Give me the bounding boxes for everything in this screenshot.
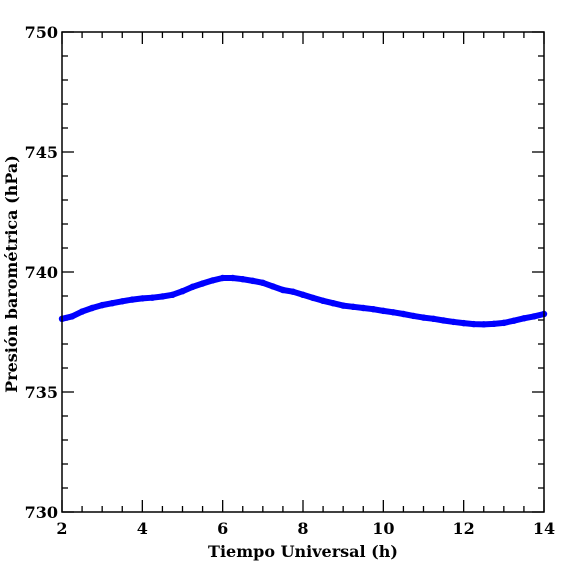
data-point bbox=[229, 274, 236, 282]
data-point bbox=[480, 321, 487, 328]
series-layer bbox=[58, 274, 548, 328]
y-axis-label: Presión barométrica (hPa) bbox=[2, 155, 21, 393]
x-tick-label: 2 bbox=[56, 519, 67, 538]
data-point bbox=[440, 317, 447, 324]
data-point bbox=[109, 300, 116, 307]
data-point bbox=[189, 283, 196, 291]
data-point bbox=[239, 276, 246, 283]
y-tick-label: 745 bbox=[25, 143, 58, 162]
x-tick-label: 10 bbox=[372, 519, 394, 538]
y-tick-label: 750 bbox=[25, 23, 58, 42]
data-point bbox=[460, 319, 467, 327]
data-point bbox=[329, 300, 337, 307]
data-point bbox=[169, 291, 176, 298]
data-point bbox=[98, 301, 106, 309]
x-tick-label: 14 bbox=[533, 519, 555, 538]
data-point bbox=[269, 283, 277, 290]
data-point bbox=[249, 277, 256, 285]
x-tick-label: 12 bbox=[453, 519, 475, 538]
data-point bbox=[390, 309, 397, 316]
data-point bbox=[400, 310, 407, 318]
data-point bbox=[159, 293, 166, 300]
data-point bbox=[500, 319, 508, 327]
data-point bbox=[289, 288, 297, 295]
data-point bbox=[319, 297, 327, 304]
data-point bbox=[149, 294, 156, 301]
data-point bbox=[88, 304, 96, 312]
data-point bbox=[209, 277, 216, 284]
data-point bbox=[450, 318, 457, 326]
data-point bbox=[309, 294, 317, 302]
data-point bbox=[78, 308, 86, 315]
data-point bbox=[430, 315, 437, 322]
x-axis-label: Tiempo Universal (h) bbox=[208, 542, 398, 561]
data-point bbox=[510, 317, 518, 324]
data-point bbox=[68, 313, 76, 320]
data-point bbox=[139, 295, 146, 302]
data-point bbox=[520, 315, 528, 322]
data-point bbox=[179, 288, 186, 295]
x-tick-label: 8 bbox=[297, 519, 308, 538]
data-point bbox=[219, 274, 226, 282]
y-tick-label: 740 bbox=[25, 263, 58, 282]
data-point bbox=[350, 303, 357, 310]
y-tick-label: 730 bbox=[25, 503, 58, 522]
data-point bbox=[380, 307, 387, 315]
data-point bbox=[119, 298, 126, 305]
data-point bbox=[299, 291, 307, 298]
x-tick-label: 4 bbox=[137, 519, 148, 538]
x-tick-label: 6 bbox=[217, 519, 228, 538]
data-point bbox=[259, 279, 267, 286]
data-point bbox=[530, 313, 538, 320]
data-point bbox=[410, 312, 417, 320]
tick-marks bbox=[61, 31, 545, 513]
data-point bbox=[339, 302, 347, 309]
data-point bbox=[490, 320, 497, 328]
data-point bbox=[420, 314, 427, 321]
y-tick-label: 735 bbox=[25, 383, 58, 402]
data-point bbox=[129, 296, 136, 303]
data-point bbox=[279, 286, 287, 294]
plot-frame bbox=[61, 31, 545, 513]
data-point bbox=[199, 280, 206, 287]
data-point bbox=[470, 320, 477, 328]
tick-labels: 2 4 6 8 10 12 14 730 735 740 745 750 bbox=[25, 23, 556, 538]
data-point bbox=[370, 306, 377, 313]
data-point bbox=[360, 304, 367, 312]
